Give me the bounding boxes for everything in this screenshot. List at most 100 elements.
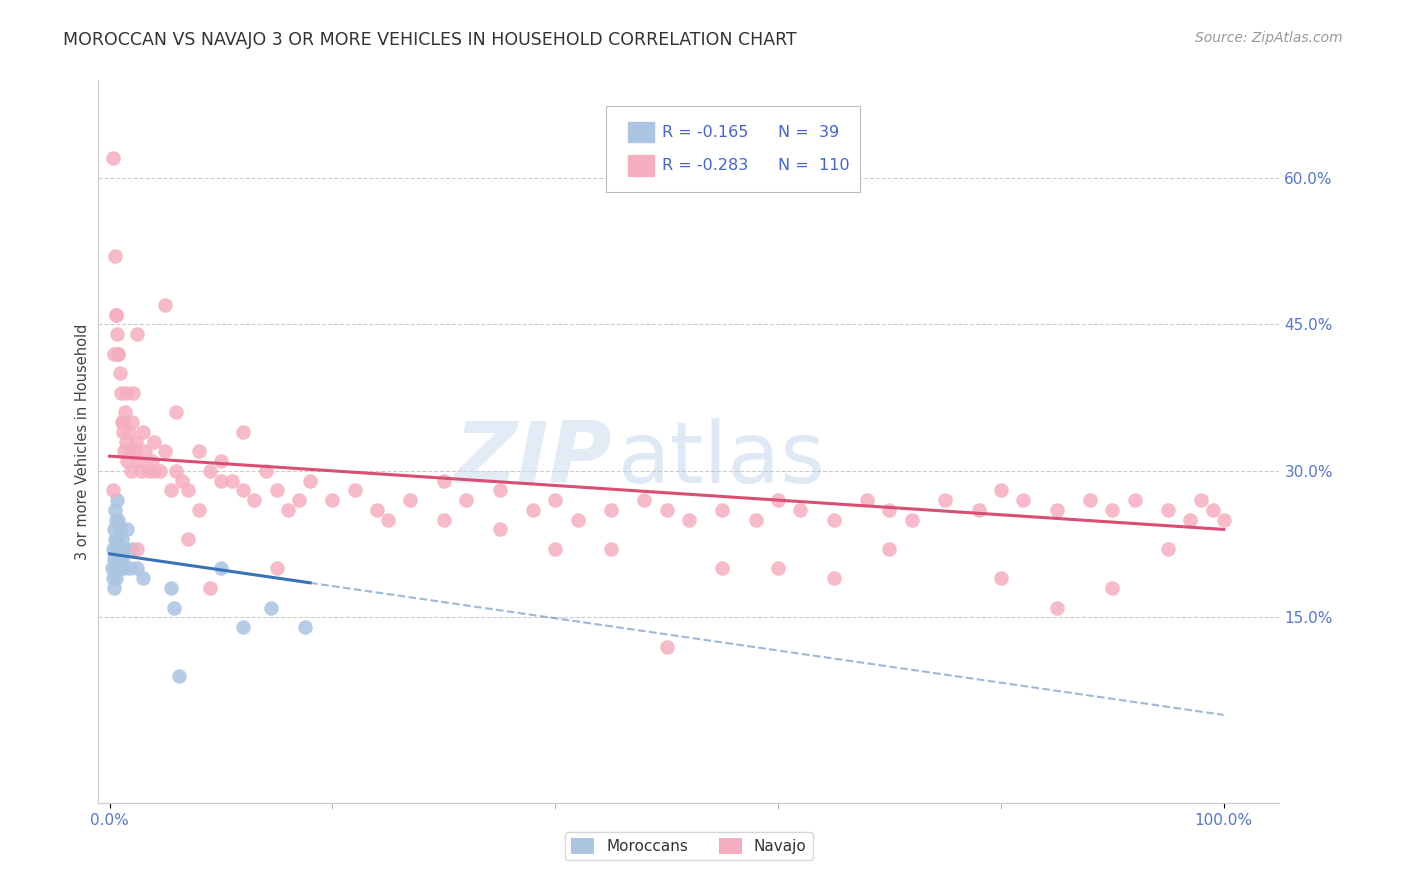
Point [900,513,922,527]
Text: N =  110: N = 110 [778,158,849,173]
Point [176,532,198,546]
Point [129,464,152,478]
Point [117,523,139,537]
Point [243,493,266,508]
Point [101,152,124,166]
Text: R = -0.165: R = -0.165 [662,125,748,140]
Point [105,308,128,322]
Point [167,669,190,683]
Point [990,571,1012,585]
Point [155,298,177,312]
Point [105,541,128,556]
Point [127,327,149,342]
Point [823,571,845,585]
Point [104,561,127,575]
Point [488,483,510,498]
Point [111,551,134,566]
Point [107,541,129,556]
Point [766,493,789,508]
Point [366,503,388,517]
Point [600,541,623,556]
Point [187,503,209,517]
Point [111,425,134,439]
Point [856,493,879,508]
Point [125,434,148,449]
Text: R = -0.283: R = -0.283 [662,158,748,173]
Point [433,513,456,527]
Point [1157,503,1180,517]
Point [399,493,422,508]
Point [143,434,166,449]
Point [128,454,150,468]
Point [456,493,478,508]
Point [141,454,163,468]
Point [103,346,125,360]
Point [105,308,128,322]
Point [127,561,149,575]
Point [107,513,129,527]
Point [105,532,128,546]
Point [117,425,139,439]
Point [107,346,129,360]
Point [544,541,567,556]
Point [111,532,134,546]
Point [149,464,172,478]
Point [633,493,655,508]
Point [879,503,901,517]
Point [711,503,734,517]
Point [107,346,129,360]
Point [260,600,283,615]
Bar [627,155,654,176]
Point [232,620,254,634]
Point [115,385,138,400]
Point [118,444,141,458]
Point [1046,600,1069,615]
Point [111,415,134,429]
Point [111,415,134,429]
Point [176,483,198,498]
Point [122,385,145,400]
Point [108,523,131,537]
Point [266,561,288,575]
Point [114,405,136,419]
Point [115,434,138,449]
Point [934,493,956,508]
Text: atlas: atlas [619,418,827,501]
Point [1191,493,1213,508]
Point [288,493,311,508]
Point [101,483,124,498]
Point [103,551,125,566]
Point [108,366,131,380]
Point [121,541,143,556]
Point [221,474,243,488]
Point [170,474,193,488]
Point [567,513,589,527]
Point [112,444,135,458]
Point [121,415,143,429]
Point [232,425,254,439]
Point [433,474,456,488]
Point [990,483,1012,498]
Point [1201,503,1223,517]
Point [105,513,128,527]
Point [112,561,135,575]
Point [266,483,288,498]
Point [488,523,510,537]
Point [655,640,678,654]
Point [198,581,221,595]
Point [132,425,155,439]
Point [122,444,145,458]
Point [110,541,132,556]
Point [711,561,734,575]
Point [209,474,232,488]
Point [823,513,845,527]
Point [198,464,221,478]
Point [114,541,136,556]
Point [789,503,811,517]
Point [155,444,177,458]
Point [104,249,127,263]
Point [105,327,128,342]
Point [101,541,124,556]
Point [111,541,134,556]
Point [209,454,232,468]
